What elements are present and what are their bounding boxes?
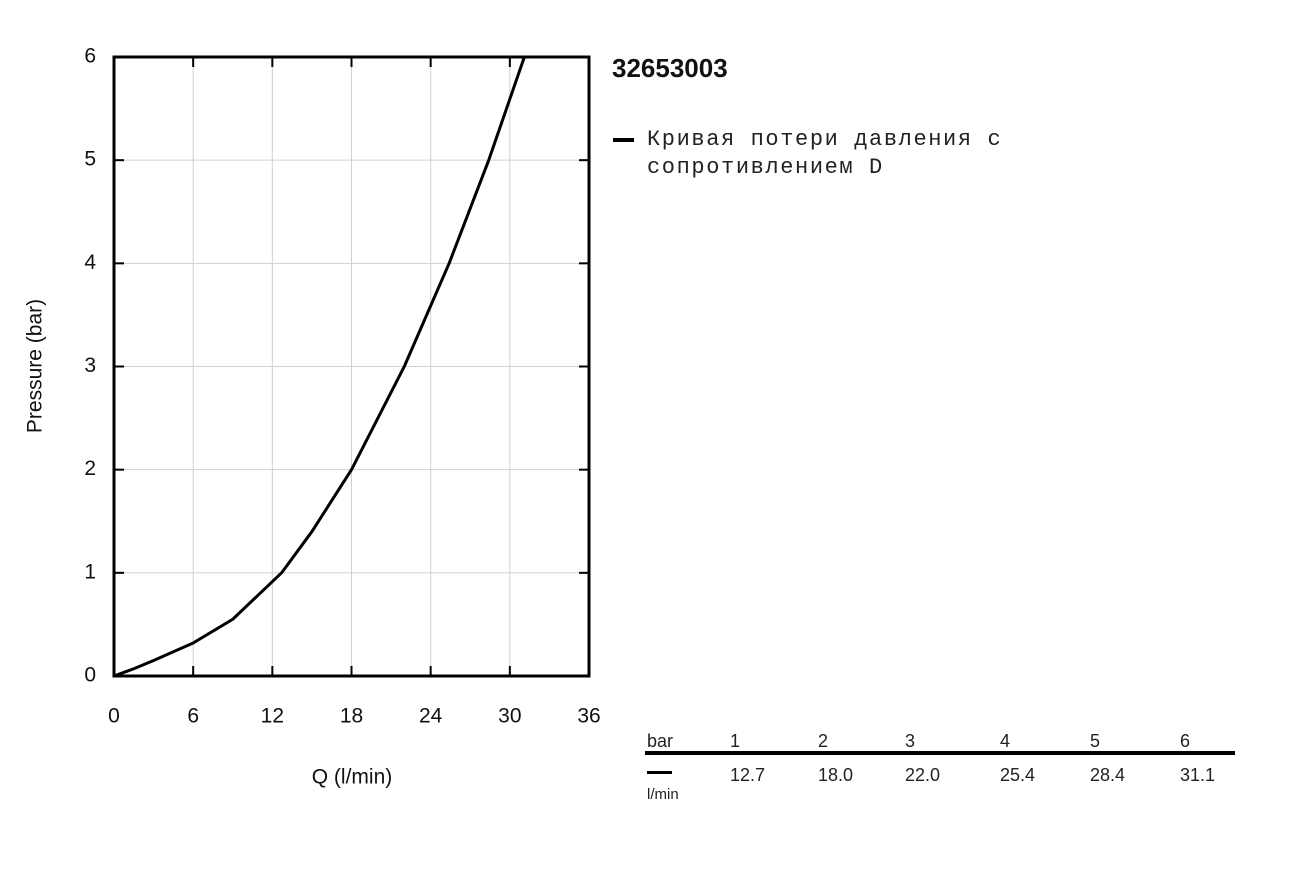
table-header: 1 xyxy=(730,731,741,751)
table-value: 25.4 xyxy=(1000,765,1036,785)
line-series xyxy=(113,56,526,678)
table-rule xyxy=(645,751,1235,755)
table-value: 18.0 xyxy=(818,765,854,785)
x-tick-label: 0 xyxy=(108,705,120,728)
y-tick-label: 1 xyxy=(84,560,96,583)
x-tick-label: 36 xyxy=(577,705,600,728)
table-value: 22.0 xyxy=(905,765,941,785)
x-tick-label: 24 xyxy=(419,705,443,728)
legend-label: Кривая потери давления с сопротивлением … xyxy=(647,127,1003,180)
y-tick-label: 2 xyxy=(84,457,96,480)
x-tick-label: 18 xyxy=(340,705,363,728)
plot-frame xyxy=(112,55,591,678)
y-tick-label: 5 xyxy=(84,148,96,171)
table-header: bar xyxy=(647,731,674,751)
table-header: 6 xyxy=(1180,731,1191,751)
table-header: 3 xyxy=(905,731,916,751)
y-tick-label: 0 xyxy=(84,664,96,687)
legend-swatch xyxy=(613,138,634,142)
table-value: 31.1 xyxy=(1180,765,1216,785)
x-axis-label: Q (l/min) xyxy=(312,766,393,789)
table-value: 28.4 xyxy=(1090,765,1126,785)
table-swatch xyxy=(647,771,672,774)
x-tick-label: 12 xyxy=(261,705,284,728)
chart-title: 32653003 xyxy=(612,53,728,83)
table-unit: l/min xyxy=(647,786,679,803)
y-tick-label: 4 xyxy=(84,251,96,274)
x-tick-label: 30 xyxy=(498,705,521,728)
y-tick-label: 6 xyxy=(84,45,96,68)
table-value: 12.7 xyxy=(730,765,766,785)
table-header: 2 xyxy=(818,731,829,751)
x-tick-label: 6 xyxy=(187,705,199,728)
y-axis-label: Pressure (bar) xyxy=(24,299,47,433)
table-header: 4 xyxy=(1000,731,1011,751)
table-header: 5 xyxy=(1090,731,1101,751)
y-tick-label: 3 xyxy=(84,354,96,377)
